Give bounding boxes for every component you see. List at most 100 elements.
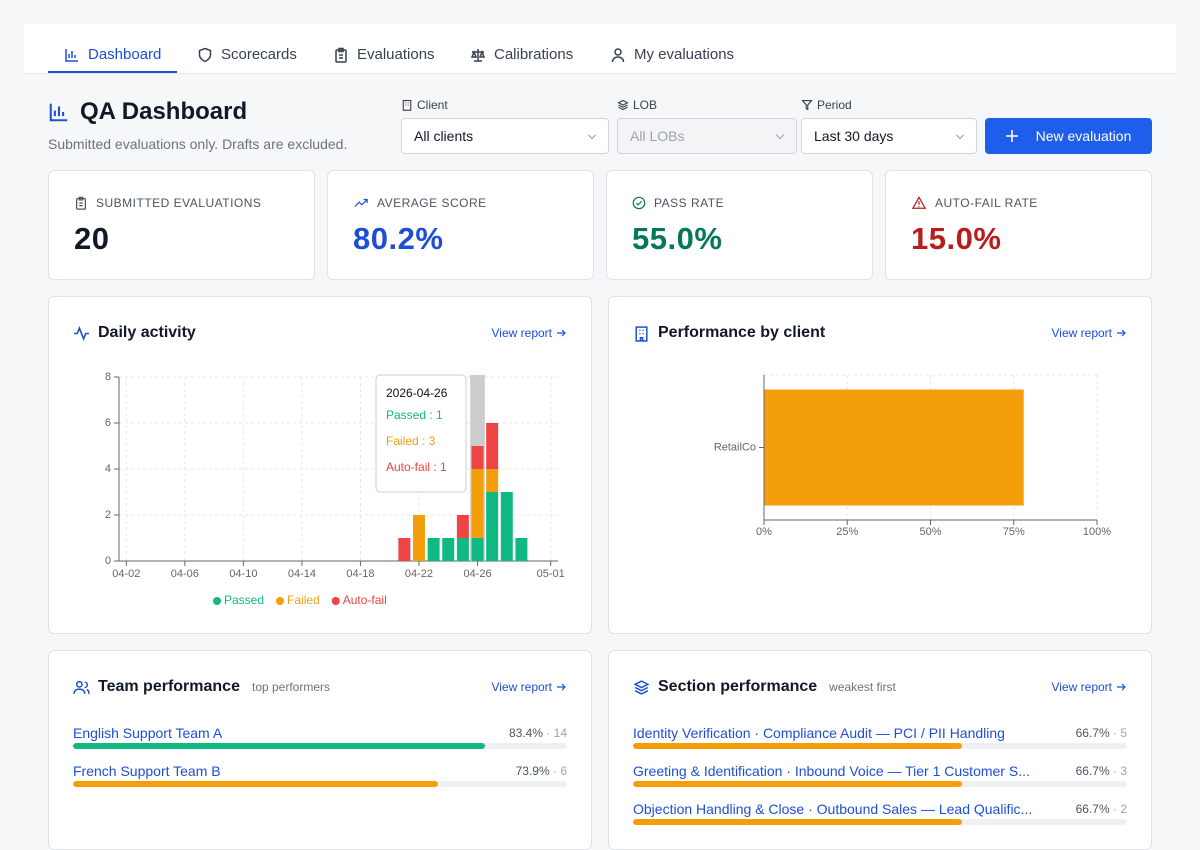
- x-tick-label: 75%: [1003, 526, 1025, 538]
- kpi-label: AVERAGE SCORE: [353, 196, 487, 210]
- view-report-link[interactable]: View report: [1052, 326, 1126, 340]
- row-name[interactable]: French Support Team B: [73, 763, 221, 779]
- row-name[interactable]: English Support Team A: [73, 725, 223, 741]
- bar: [456, 515, 469, 538]
- kpi-label-text: PASS RATE: [654, 196, 725, 210]
- bar: [764, 389, 1024, 506]
- nav-bar: [24, 24, 1176, 74]
- kpi-value: 20: [74, 221, 110, 256]
- y-tick-label: 0: [105, 555, 111, 567]
- new-evaluation-button[interactable]: New evaluation: [985, 118, 1152, 154]
- legend-label: Auto-fail: [343, 593, 387, 607]
- bar: [427, 538, 440, 561]
- panel-title: Performance by client: [633, 324, 825, 342]
- view-report-link[interactable]: View report: [1052, 680, 1126, 694]
- x-tick-label: 04-14: [288, 568, 316, 580]
- panel-title-text: Team performance: [98, 678, 240, 695]
- row-score: 83.4%: [508, 726, 543, 740]
- progress-row: Greeting & Identification · Inbound Voic…: [633, 763, 1127, 801]
- panel-subtitle: weakest first: [829, 680, 896, 694]
- kpi-label: AUTO-FAIL RATE: [911, 196, 1038, 210]
- row-name[interactable]: Greeting & Identification · Inbound Voic…: [633, 763, 1030, 779]
- view-report-link[interactable]: View report: [492, 326, 566, 340]
- filter-label-text: LOB: [633, 98, 658, 112]
- kpi-label: PASS RATE: [632, 196, 724, 210]
- progress-row: Identity Verification · Compliance Audit…: [633, 725, 1127, 763]
- x-tick-label: 04-22: [405, 568, 433, 580]
- kpi-label-text: AVERAGE SCORE: [377, 196, 487, 210]
- bar: [515, 538, 528, 561]
- row-count: 3: [1120, 764, 1127, 778]
- filter-label: Client: [401, 98, 448, 112]
- section-performance-panel: Section performance weakest first View re…: [608, 650, 1152, 850]
- nav-tab[interactable]: Calibrations: [470, 46, 573, 63]
- row-count: 5: [1120, 726, 1127, 740]
- row-count: 6: [560, 764, 567, 778]
- kpi-label: SUBMITTED EVALUATIONS: [74, 196, 261, 210]
- nav-tab[interactable]: Scorecards: [197, 46, 297, 63]
- link-text: View report: [491, 326, 552, 340]
- link-text: View report: [1051, 680, 1112, 694]
- separator: ·: [549, 764, 561, 778]
- panel-title-text: Section performance: [658, 678, 818, 695]
- row-score: 66.7%: [1075, 802, 1110, 816]
- kpi-value: 15.0%: [911, 221, 1002, 256]
- row-name[interactable]: Objection Handling & Close · Outbound Sa…: [633, 801, 1033, 817]
- view-report-link[interactable]: View report: [492, 680, 566, 694]
- bar: [486, 423, 499, 469]
- nav-tab-label: Calibrations: [494, 46, 574, 63]
- separator: ·: [542, 726, 554, 740]
- tooltip: [375, 374, 467, 493]
- legend-swatch: [213, 597, 221, 605]
- nav-tab-label: My evaluations: [634, 46, 735, 63]
- row-score: 73.9%: [515, 764, 550, 778]
- kpi-label-text: AUTO-FAIL RATE: [935, 196, 1038, 210]
- bar: [486, 492, 499, 561]
- nav-tab[interactable]: Dashboard: [64, 46, 161, 63]
- link-text: View report: [1051, 326, 1112, 340]
- progress-track: [633, 743, 1127, 749]
- filter-select[interactable]: All clients: [401, 118, 609, 154]
- progress-bar: [73, 743, 485, 749]
- filter-select[interactable]: Last 30 days: [801, 118, 977, 154]
- filter-select: All LOBs: [617, 118, 797, 154]
- separator: ·: [1109, 764, 1121, 778]
- progress-bar: [633, 743, 963, 749]
- separator: ·: [1109, 726, 1121, 740]
- progress-track: [73, 743, 567, 749]
- progress-bar: [633, 819, 963, 825]
- page-title: QA Dashboard: [48, 98, 247, 126]
- y-tick-label: 2: [105, 509, 111, 521]
- bar: [471, 446, 484, 469]
- progress-row: French Support Team B 73.9% · 6: [73, 763, 567, 801]
- x-tick-label: 50%: [919, 526, 941, 538]
- kpi-label-text: SUBMITTED EVALUATIONS: [96, 196, 262, 210]
- tooltip-line: Auto-fail : 1: [386, 460, 447, 474]
- page-subtitle: Submitted evaluations only. Drafts are e…: [48, 136, 348, 152]
- bar: [500, 492, 513, 561]
- panel-title: Daily activity: [73, 324, 196, 342]
- progress-bar: [73, 781, 439, 787]
- kpi-card: AVERAGE SCORE 80.2%: [327, 170, 594, 280]
- x-tick-label: 100%: [1083, 526, 1111, 538]
- progress-track: [633, 819, 1127, 825]
- kpi-card: SUBMITTED EVALUATIONS 20: [48, 170, 315, 280]
- x-tick-label: 04-26: [463, 568, 491, 580]
- nav-tab[interactable]: Evaluations: [333, 46, 435, 63]
- row-count: 14: [553, 726, 567, 740]
- team-performance-panel: Team performance top performers View repo…: [48, 650, 592, 850]
- nav-tab-label: Dashboard: [88, 46, 162, 63]
- row-meta: 66.7% · 3: [1076, 764, 1127, 778]
- nav-tab-label: Scorecards: [221, 46, 297, 63]
- separator: ·: [1109, 802, 1121, 816]
- row-meta: 73.9% · 6: [516, 764, 567, 778]
- button-label: New evaluation: [1035, 128, 1132, 144]
- panel-title: Section performance weakest first: [633, 678, 896, 696]
- nav-tab[interactable]: My evaluations: [610, 46, 734, 63]
- legend-label: Failed: [287, 593, 320, 607]
- row-meta: 66.7% · 5: [1076, 726, 1127, 740]
- daily-activity-chart: 0 2 4 6 8 04-02 04-06 04-10 04-14 04-18 04-22 04-26…: [105, 371, 565, 607]
- filter-label-text: Period: [817, 98, 852, 112]
- row-name[interactable]: Identity Verification · Compliance Audit…: [633, 725, 1005, 741]
- legend-swatch: [331, 597, 340, 605]
